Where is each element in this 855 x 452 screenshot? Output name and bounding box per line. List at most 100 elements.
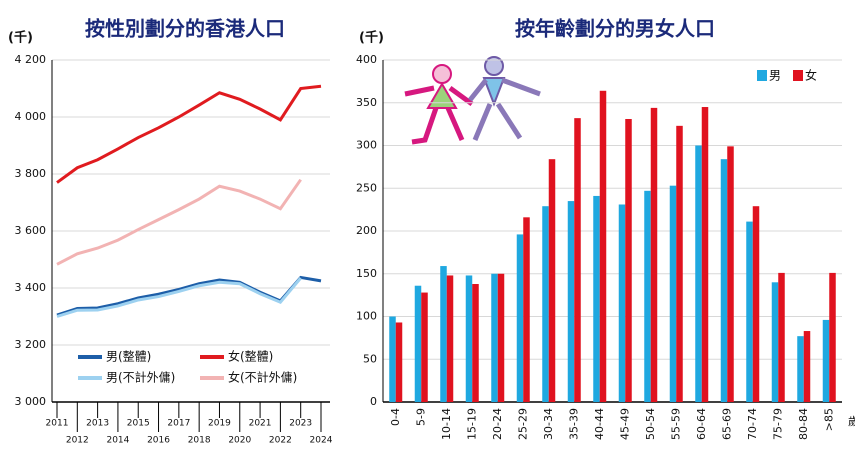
- x-tick-label: 10-14: [440, 408, 453, 440]
- chart-title: 按性別劃分的香港人口: [85, 17, 285, 41]
- x-tick-label: 35-39: [567, 408, 580, 440]
- line-series: [56, 277, 302, 318]
- chart-title: 按年齡劃分的男女人口: [515, 17, 715, 41]
- bar: [625, 118, 632, 403]
- bar: [727, 146, 734, 402]
- bar: [516, 234, 524, 402]
- y-tick-label: 50: [363, 352, 377, 365]
- legend-label: 男(不計外傭): [106, 370, 175, 385]
- bar: [797, 336, 804, 402]
- bar: [829, 272, 836, 402]
- x-tick-label: 60-64: [695, 408, 708, 440]
- bar: [523, 217, 530, 402]
- y-axis-label: (千): [8, 30, 33, 46]
- y-tick-label: 350: [356, 96, 377, 109]
- bar: [752, 206, 760, 402]
- x-tick-label: 2022: [269, 436, 292, 446]
- bar: [446, 275, 454, 402]
- x-tick-label: 2020: [228, 436, 251, 446]
- y-tick-label: 250: [356, 181, 377, 194]
- x-tick-label: 2018: [188, 436, 211, 446]
- bar: [746, 221, 753, 402]
- bar: [414, 285, 422, 402]
- y-tick-label: 3 200: [15, 338, 47, 351]
- bar: [574, 118, 581, 402]
- y-tick-label: 200: [356, 224, 377, 237]
- x-tick-label: 2024: [310, 436, 333, 446]
- bar: [803, 331, 811, 402]
- legend-label: 女: [805, 68, 817, 83]
- bar: [650, 107, 658, 402]
- bar: [472, 284, 479, 402]
- bar: [669, 185, 677, 402]
- y-tick-label: 100: [356, 310, 377, 323]
- y-tick-label: 3 400: [15, 281, 47, 294]
- legend-label: 男: [769, 69, 781, 83]
- x-tick-label: 2021: [249, 419, 272, 429]
- x-tick-label: 5-9: [414, 408, 427, 426]
- bar: [567, 201, 575, 402]
- bar: [421, 292, 428, 402]
- x-tick-label: 2023: [289, 419, 312, 429]
- bar: [599, 90, 607, 402]
- x-tick-label: 75-79: [771, 408, 784, 440]
- x-tick-label: 80-84: [797, 408, 810, 440]
- y-tick-label: 3 000: [15, 395, 47, 408]
- bar: [465, 275, 473, 402]
- x-tick-label: 55-59: [669, 408, 682, 440]
- y-tick-label: 4 000: [15, 110, 47, 123]
- bar: [701, 107, 709, 403]
- bar: [644, 190, 651, 402]
- line-series: [56, 178, 302, 266]
- legend-label: 女(整體): [228, 349, 273, 364]
- x-tick-label: 2011: [46, 419, 69, 429]
- y-tick-label: 150: [356, 267, 377, 280]
- x-tick-label: 2015: [127, 419, 150, 429]
- legend-swatch: [757, 70, 767, 81]
- x-tick-label: >85: [822, 408, 835, 431]
- y-tick-label: 4 200: [15, 53, 47, 66]
- legend-label: 女(不計外傭): [228, 370, 297, 385]
- x-tick-label: 2016: [147, 436, 170, 446]
- bar: [778, 272, 785, 402]
- bar: [548, 159, 556, 402]
- y-tick-label: 0: [370, 395, 377, 408]
- x-tick-label: 65-69: [720, 408, 733, 440]
- bar: [618, 204, 626, 402]
- y-axis-label: (千): [359, 30, 384, 46]
- bar: [497, 273, 505, 402]
- x-tick-label: 2013: [86, 419, 109, 429]
- legend-label: 男(整體): [106, 349, 151, 364]
- bar: [593, 195, 600, 402]
- bar: [542, 206, 549, 402]
- x-tick-label: 30-34: [542, 408, 555, 440]
- illustration: [404, 56, 541, 145]
- bar: [695, 145, 702, 402]
- x-tick-label: 50-54: [644, 408, 657, 440]
- bar: [440, 266, 447, 402]
- legend-swatch: [793, 70, 803, 81]
- x-tick-label: 70-74: [746, 408, 759, 440]
- bar: [822, 319, 830, 402]
- x-tick-label: 25-29: [516, 408, 529, 440]
- x-tick-label: 45-49: [618, 408, 631, 440]
- line-series: [56, 84, 322, 184]
- x-tick-label: 15-19: [465, 408, 478, 440]
- y-tick-label: 3 800: [15, 167, 47, 180]
- x-tick-label: 40-44: [593, 408, 606, 440]
- x-tick-label: 2012: [66, 436, 89, 446]
- bar: [389, 316, 396, 402]
- y-tick-label: 400: [356, 53, 377, 66]
- bar: [491, 273, 498, 402]
- x-tick-label: 20-24: [491, 408, 504, 440]
- bar: [720, 159, 728, 402]
- bar: [395, 322, 403, 402]
- bar: [771, 282, 779, 402]
- x-tick-label: 2019: [208, 419, 231, 429]
- bar: [676, 125, 683, 403]
- x-axis-label: 歲: [848, 414, 855, 428]
- x-tick-label: 2017: [167, 419, 190, 429]
- y-tick-label: 300: [356, 139, 377, 152]
- x-tick-label: 0-4: [389, 408, 402, 426]
